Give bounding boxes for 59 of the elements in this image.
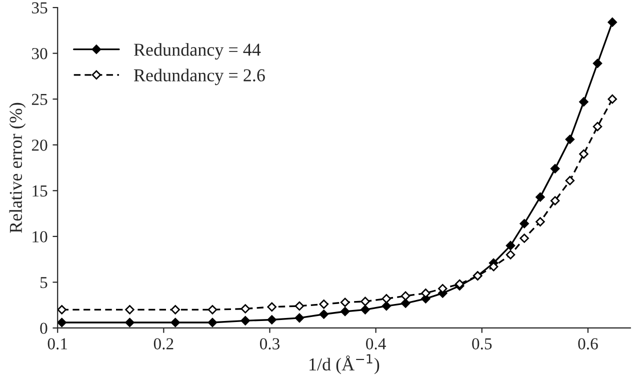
point (550, 164, 560, 174)
point (536, 192, 545, 202)
y-tick-label: 5 (40, 277, 48, 288)
point (520, 218, 529, 228)
point (267, 302, 276, 312)
point (592, 58, 602, 68)
point (565, 176, 575, 186)
x-tick-label: 0.1 (48, 338, 68, 350)
point (360, 305, 370, 314)
point (550, 196, 560, 206)
point (267, 315, 276, 324)
point (382, 301, 392, 311)
point (319, 310, 328, 319)
point (400, 291, 410, 301)
y-tick-label: 15 (32, 185, 48, 197)
x-tick-label: 0.2 (154, 338, 174, 350)
x-axis-title: 1/d (Å$^{−1}$) (310, 354, 380, 374)
y-tick-label: 30 (32, 48, 48, 60)
point (319, 300, 328, 309)
point (340, 306, 350, 316)
point (506, 240, 516, 250)
legend-label: Redundancy = 2.6 (134, 68, 265, 86)
point (579, 97, 588, 106)
point (170, 305, 180, 314)
point (125, 305, 134, 314)
y-tick-label: 0 (40, 322, 48, 334)
point (170, 318, 180, 328)
point (240, 316, 250, 326)
point (58, 318, 66, 328)
point (208, 318, 218, 328)
point (294, 301, 304, 311)
point (506, 250, 516, 260)
x-tick-label: 0.6 (578, 338, 598, 350)
y-tick-label: 25 (32, 94, 48, 106)
point (240, 304, 250, 314)
point (608, 94, 617, 104)
legend-label: Redundancy = 44 (134, 43, 261, 60)
x-tick-label: 0.4 (366, 338, 386, 350)
point (565, 134, 575, 144)
point (608, 18, 617, 27)
point (360, 296, 370, 306)
y-tick-label: 10 (32, 231, 48, 242)
point (592, 122, 602, 132)
y-axis-title: Relative error (%) (9, 102, 26, 233)
point (382, 294, 392, 304)
x-tick-label: 0.3 (260, 338, 280, 350)
y-tick-label: 20 (32, 140, 48, 151)
y-tick-label: 35 (32, 2, 48, 14)
point (400, 298, 410, 308)
point (125, 318, 134, 328)
point (520, 234, 529, 243)
point (579, 149, 588, 159)
point (488, 262, 498, 272)
point (294, 313, 304, 323)
x-tick-label: 0.5 (472, 338, 492, 350)
point (58, 305, 66, 314)
point (340, 298, 350, 307)
point (536, 217, 545, 226)
point (208, 305, 218, 314)
